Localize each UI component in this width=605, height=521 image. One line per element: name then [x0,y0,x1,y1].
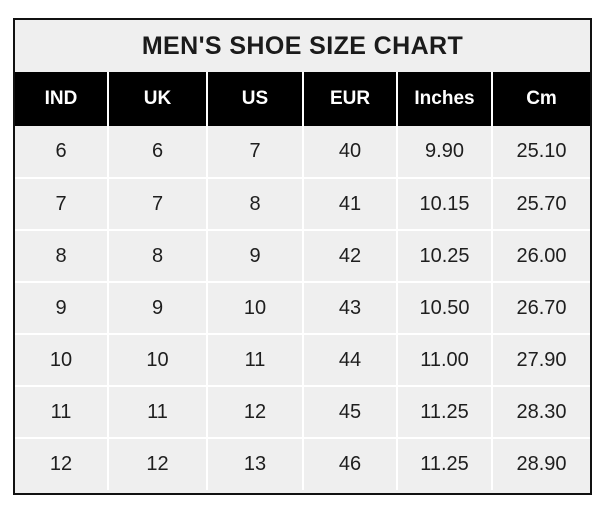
column-header-cm: Cm [491,72,590,126]
cell-us: 13 [206,437,303,490]
cell-uk: 10 [107,333,207,386]
cell-inches: 10.25 [396,229,492,282]
column-header-uk: UK [107,72,207,126]
cell-inches: 10.50 [396,281,492,334]
table-row: 12 12 13 46 11.25 28.90 [15,437,590,490]
cell-inches: 11.25 [396,437,492,490]
cell-inches: 11.25 [396,385,492,438]
cell-inches: 11.00 [396,333,492,386]
cell-uk: 6 [107,126,207,178]
cell-ind: 6 [15,126,108,178]
cell-us: 11 [206,333,303,386]
cell-inches: 9.90 [396,126,492,178]
cell-eur: 45 [302,385,397,438]
cell-uk: 7 [107,177,207,230]
cell-ind: 8 [15,229,108,282]
cell-ind: 11 [15,385,108,438]
table-row: 10 10 11 44 11.00 27.90 [15,333,590,386]
table-row: 11 11 12 45 11.25 28.30 [15,385,590,438]
chart-title: MEN'S SHOE SIZE CHART [15,20,590,72]
cell-uk: 12 [107,437,207,490]
header-row: IND UK US EUR Inches Cm [15,72,590,126]
cell-cm: 28.30 [491,385,590,438]
cell-ind: 12 [15,437,108,490]
cell-inches: 10.15 [396,177,492,230]
cell-eur: 43 [302,281,397,334]
cell-eur: 44 [302,333,397,386]
table-header: IND UK US EUR Inches Cm [15,72,590,126]
table-row: 7 7 8 41 10.15 25.70 [15,177,590,230]
cell-us: 10 [206,281,303,334]
cell-us: 8 [206,177,303,230]
cell-eur: 40 [302,126,397,178]
column-header-inches: Inches [396,72,492,126]
cell-uk: 11 [107,385,207,438]
cell-ind: 10 [15,333,108,386]
cell-uk: 9 [107,281,207,334]
table-row: 6 6 7 40 9.90 25.10 [15,126,590,178]
cell-cm: 27.90 [491,333,590,386]
column-header-eur: EUR [302,72,397,126]
cell-us: 9 [206,229,303,282]
cell-cm: 25.10 [491,126,590,178]
shoe-size-table: IND UK US EUR Inches Cm 6 6 7 40 9.90 25… [15,72,590,490]
cell-eur: 46 [302,437,397,490]
column-header-ind: IND [15,72,108,126]
table-row: 8 8 9 42 10.25 26.00 [15,229,590,282]
size-chart-container: MEN'S SHOE SIZE CHART IND UK US EUR Inch… [13,18,592,495]
cell-uk: 8 [107,229,207,282]
cell-cm: 26.70 [491,281,590,334]
cell-ind: 9 [15,281,108,334]
table-row: 9 9 10 43 10.50 26.70 [15,281,590,334]
cell-us: 12 [206,385,303,438]
cell-ind: 7 [15,177,108,230]
cell-eur: 42 [302,229,397,282]
cell-us: 7 [206,126,303,178]
column-header-us: US [206,72,303,126]
cell-cm: 28.90 [491,437,590,490]
cell-cm: 26.00 [491,229,590,282]
cell-eur: 41 [302,177,397,230]
table-body: 6 6 7 40 9.90 25.10 7 7 8 41 10.15 25.70… [15,126,590,490]
cell-cm: 25.70 [491,177,590,230]
